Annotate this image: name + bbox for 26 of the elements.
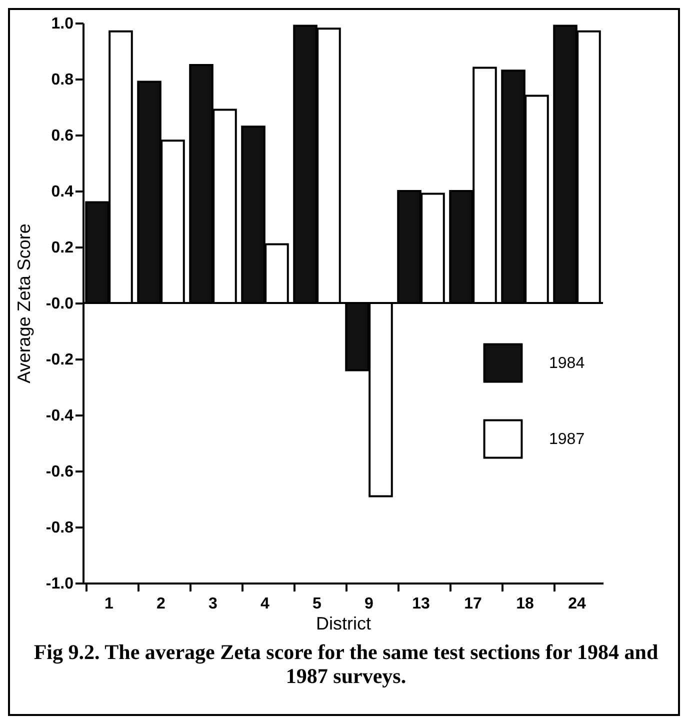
x-tick-label: 18 <box>516 596 534 612</box>
y-tick-label: -0.6 <box>46 464 74 480</box>
x-tick-label: 4 <box>260 596 270 612</box>
x-tick-label: 24 <box>568 596 586 612</box>
y-tick-label: -0.2 <box>46 352 74 368</box>
caption: Fig 9.2. The average Zeta score for the same test sections for 1984 and 1987 surveys. <box>32 640 660 688</box>
x-tick-label: 5 <box>312 596 322 612</box>
x-tick-label: 13 <box>412 596 430 612</box>
x-tick-label: 2 <box>156 596 166 612</box>
y-tick-label: 1.0 <box>51 16 74 32</box>
legend-label: 1984 <box>549 355 585 372</box>
y-tick-label: -0.8 <box>46 520 74 536</box>
y-tick-label: 0.6 <box>51 128 74 144</box>
y-tick-label: -0.0 <box>46 296 74 312</box>
y-axis-title: Average Zeta Score <box>14 224 34 384</box>
legend-label: 1987 <box>549 431 585 448</box>
y-tick-label: 0.8 <box>51 72 74 88</box>
x-tick-label: 17 <box>464 596 482 612</box>
x-tick-label: 1 <box>104 596 114 612</box>
y-tick-label: 0.4 <box>51 184 74 200</box>
y-tick-label: -0.4 <box>46 408 74 424</box>
y-tick-label: 0.2 <box>51 240 74 256</box>
y-tick-label: -1.0 <box>46 576 74 592</box>
x-tick-label: 3 <box>208 596 218 612</box>
x-tick-label: 9 <box>364 596 374 612</box>
x-axis-title: District <box>316 614 371 634</box>
